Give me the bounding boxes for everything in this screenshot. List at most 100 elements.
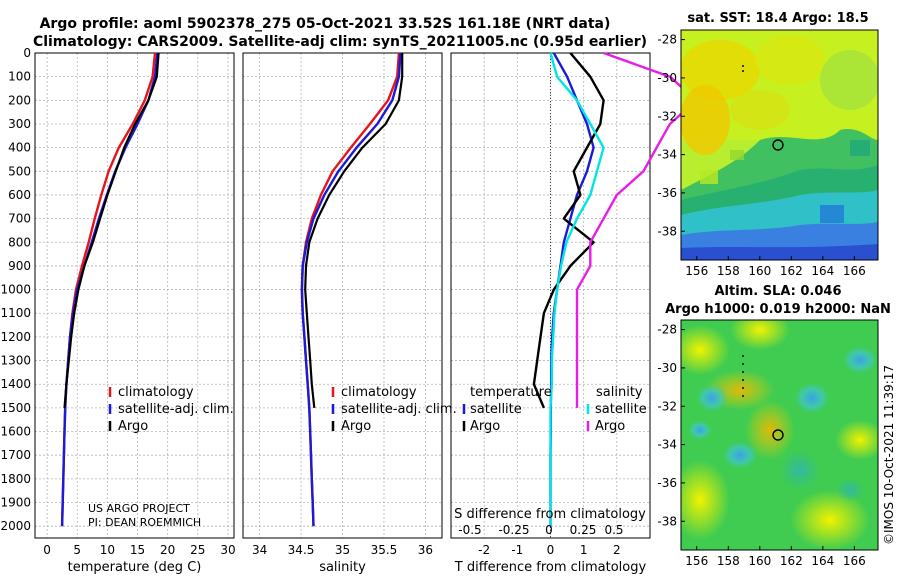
depth-tick-label: 1900: [0, 496, 31, 510]
legend-label: satellite-adj. clim.: [341, 402, 457, 417]
legend-label: satellite: [470, 402, 522, 417]
map-y-tick-label: -38: [657, 514, 677, 528]
series-line-temperature-argo: [532, 52, 605, 409]
depth-tick-label: 1500: [0, 401, 31, 415]
map-y-tick-label: -34: [657, 148, 677, 162]
x-tick-label: 20: [160, 543, 175, 557]
depth-tick-label: 0: [23, 46, 31, 60]
depth-tick-label: 1800: [0, 472, 31, 486]
sst-map: [681, 30, 878, 260]
map-x-tick-label: 158: [717, 554, 740, 568]
depth-tick-label: 1600: [0, 425, 31, 439]
salinity-diff-tick-label: 0.25: [570, 523, 597, 537]
x-tick-label: 0: [43, 543, 51, 557]
map-x-tick-label: 166: [843, 554, 866, 568]
sla-map-title-line1: Altim. SLA: 0.046: [715, 284, 842, 299]
x-tick-label: 36: [418, 543, 433, 557]
salinity-diff-tick-label: -0.25: [498, 523, 529, 537]
x-axis-label: salinity: [319, 560, 366, 575]
depth-tick-label: 900: [8, 259, 31, 273]
salinity-diff-axis-label: S difference from climatology: [454, 507, 646, 522]
salinity-diff-tick-label: -0.5: [458, 523, 481, 537]
map-y-tick-label: -28: [657, 33, 677, 47]
x-tick-label: -2: [478, 543, 490, 557]
depth-tick-label: 500: [8, 164, 31, 178]
map-y-tick-label: -36: [657, 476, 677, 490]
series-line-satellite-adj-clim-: [60, 52, 159, 527]
map-x-tick-label: 156: [685, 264, 708, 278]
depth-tick-label: 1200: [0, 330, 31, 344]
map-x-tick-label: 156: [685, 554, 708, 568]
sla-map-title-line2: Argo h1000: 0.019 h2000: NaN: [665, 302, 891, 317]
legend-label: satellite-adj. clim.: [118, 402, 234, 417]
legend-title-salinity: salinity: [596, 385, 643, 400]
x-tick-label: 35: [335, 543, 350, 557]
series-line-argo: [304, 53, 404, 409]
depth-tick-label: 2000: [0, 519, 31, 533]
x-tick-label: 34.5: [288, 543, 315, 557]
figure-title-line2: Climatology: CARS2009. Satellite-adj cli…: [33, 34, 647, 50]
sst-map-axes: 156 158 160 162 164 166 -28 -30 -32 -34 -36 -38: [657, 33, 865, 278]
sst-map-title: sat. SST: 18.4 Argo: 18.5: [687, 11, 868, 26]
figure-title-line1: Argo profile: aoml 5902378_275 05-Oct-20…: [40, 16, 611, 32]
credit-label: ©IMOS 10-Oct-2021 11:39:17: [882, 365, 896, 545]
series-line-salinity-argo: [575, 51, 698, 408]
depth-tick-label: 800: [8, 235, 31, 249]
legend-label: Argo: [341, 419, 371, 434]
salinity-diff-tick-label: 0.5: [604, 523, 623, 537]
x-axis-label: temperature (deg C): [68, 560, 202, 575]
argo-location-marker: [772, 429, 784, 441]
legend-label: Argo: [595, 419, 625, 434]
plot-frame: [242, 52, 443, 539]
x-tick-label: -1: [511, 543, 523, 557]
depth-tick-label: 700: [8, 212, 31, 226]
legend-label: Argo: [118, 419, 148, 434]
map-y-tick-label: -36: [657, 186, 677, 200]
legend-label: Argo: [470, 419, 500, 434]
depth-tick-label: 400: [8, 141, 31, 155]
argo-location-marker: [772, 139, 784, 151]
map-x-tick-label: 164: [811, 264, 834, 278]
x-tick-label: 35.5: [371, 543, 398, 557]
map-x-tick-label: 166: [843, 264, 866, 278]
map-x-tick-label: 160: [748, 554, 771, 568]
x-tick-label: 30: [220, 543, 235, 557]
depth-tick-label: 1100: [0, 306, 31, 320]
x-tick-label: 2: [613, 543, 621, 557]
x-tick-label: 5: [73, 543, 81, 557]
depth-tick-label: 300: [8, 117, 31, 131]
series-line-satellite-adj-clim-: [300, 52, 402, 527]
map-y-tick-label: -28: [657, 323, 677, 337]
x-tick-label: 10: [100, 543, 115, 557]
temperature-panel: 0100200300400500600700800900100011001200…: [0, 46, 235, 575]
pi-label: PI: DEAN ROEMMICH: [88, 516, 201, 529]
salinity-panel: 34 34.5 35 35.5 36 salinity climatology satelli…: [242, 52, 457, 575]
map-x-tick-label: 160: [748, 264, 771, 278]
x-axis-label: T difference from climatology: [454, 560, 647, 575]
depth-tick-label: 1400: [0, 377, 31, 391]
difference-panel: -2 -1 0 1 2 T difference from climatology temp…: [450, 51, 698, 575]
depth-tick-label: 200: [8, 93, 31, 107]
map-y-tick-label: -30: [657, 361, 677, 375]
x-tick-label: 0: [547, 543, 555, 557]
x-tick-label: 15: [130, 543, 145, 557]
legend-title-temperature: temperature: [470, 385, 552, 400]
map-y-tick-label: -38: [657, 224, 677, 238]
x-tick-label: 1: [580, 543, 588, 557]
sla-map: [681, 320, 878, 550]
legend-label: climatology: [118, 385, 194, 400]
map-x-tick-label: 158: [717, 264, 740, 278]
map-y-tick-label: -32: [657, 399, 677, 413]
project-label: US ARGO PROJECT: [88, 502, 190, 515]
depth-tick-label: 1700: [0, 448, 31, 462]
x-tick-label: 34: [252, 543, 267, 557]
map-x-tick-label: 162: [780, 264, 803, 278]
salinity-diff-tick-label: 0: [545, 523, 553, 537]
map-y-tick-label: -30: [657, 71, 677, 85]
depth-tick-label: 100: [8, 70, 31, 84]
depth-tick-label: 600: [8, 188, 31, 202]
depth-tick-label: 1300: [0, 354, 31, 368]
map-y-tick-label: -34: [657, 438, 677, 452]
map-x-tick-label: 164: [811, 554, 834, 568]
